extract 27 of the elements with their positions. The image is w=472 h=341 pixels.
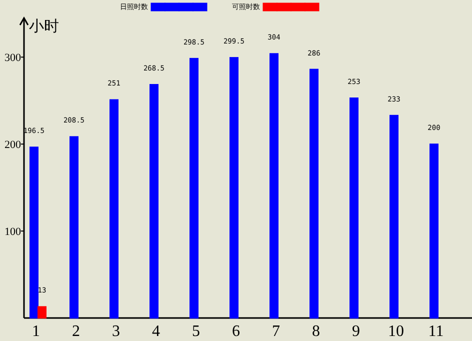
bar bbox=[38, 306, 46, 318]
bar bbox=[150, 84, 158, 318]
bar bbox=[430, 144, 438, 318]
bar bbox=[70, 136, 78, 318]
bar bbox=[390, 114, 398, 318]
x-tick-label: 2 bbox=[72, 323, 80, 340]
x-tick-label: 3 bbox=[112, 323, 120, 340]
x-tick-label: 1 bbox=[32, 323, 40, 340]
y-tick-label: 300 bbox=[4, 52, 22, 64]
bar bbox=[110, 99, 118, 318]
x-tick-label: 7 bbox=[272, 323, 280, 340]
x-tick-label: 10 bbox=[388, 323, 404, 340]
x-tick-label: 9 bbox=[352, 323, 360, 340]
bar bbox=[270, 53, 278, 318]
bar bbox=[350, 98, 358, 318]
y-tick-label: 200 bbox=[4, 139, 22, 152]
x-tick-label: 5 bbox=[192, 323, 200, 340]
bar bbox=[310, 68, 318, 318]
bar bbox=[190, 58, 198, 318]
y-tick-label: 100 bbox=[4, 226, 22, 238]
x-tick-label: 6 bbox=[232, 323, 240, 340]
y-axis-title: 小时 bbox=[29, 18, 59, 35]
bar bbox=[230, 57, 238, 318]
x-tick-label: 11 bbox=[428, 323, 444, 340]
x-tick-label: 8 bbox=[312, 323, 320, 340]
x-tick-label: 4 bbox=[152, 323, 160, 340]
bar bbox=[30, 146, 38, 318]
